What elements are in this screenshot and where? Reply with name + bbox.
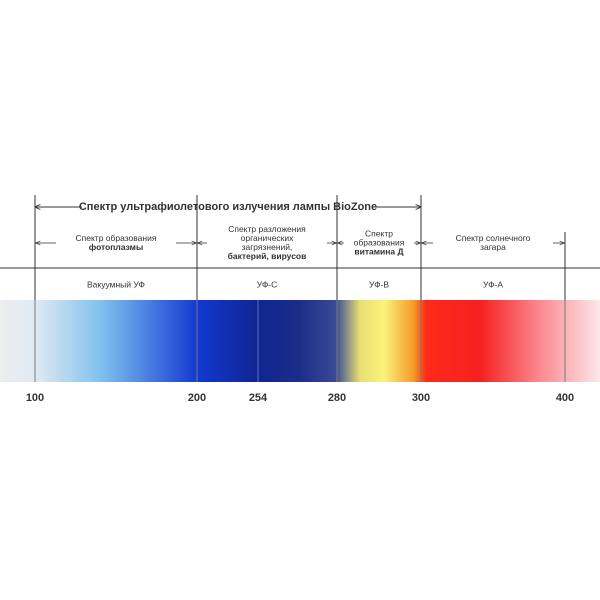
tick-label: 100 [26,392,44,404]
range-label-bg [433,233,553,253]
range-text: загара [480,242,506,252]
range-label-bg [344,229,414,257]
spectrum-bar [0,300,600,382]
tick-label: 280 [328,392,346,404]
title-bg [82,199,374,215]
range-label-bg [207,224,327,262]
range-text: образования [354,237,405,247]
band-label: Вакуумный УФ [87,279,145,289]
range-label-bg [56,233,176,253]
band-label: УФ-С [257,279,278,289]
tick-label: 254 [249,392,268,404]
range-text: Спектр [365,228,393,238]
range-text: Спектр образования [76,233,157,243]
title: Спектр ультрафиолетового излучения лампы… [79,201,377,213]
range-text: загрязнений, [242,242,293,252]
band-label: УФ-В [369,279,389,289]
range-text: Спектр разложения [228,224,306,234]
range-text: органических [241,233,294,243]
range-text: Спектр солнечного [456,233,531,243]
range-bold-text: фотоплазмы [89,242,143,252]
tick-label: 200 [188,392,206,404]
band-label: УФ-А [483,279,503,289]
range-bold-text: бактерий, вирусов [228,251,307,261]
tick-label: 400 [556,392,574,404]
tick-label: 300 [412,392,430,404]
range-bold-text: витамина Д [354,246,403,256]
